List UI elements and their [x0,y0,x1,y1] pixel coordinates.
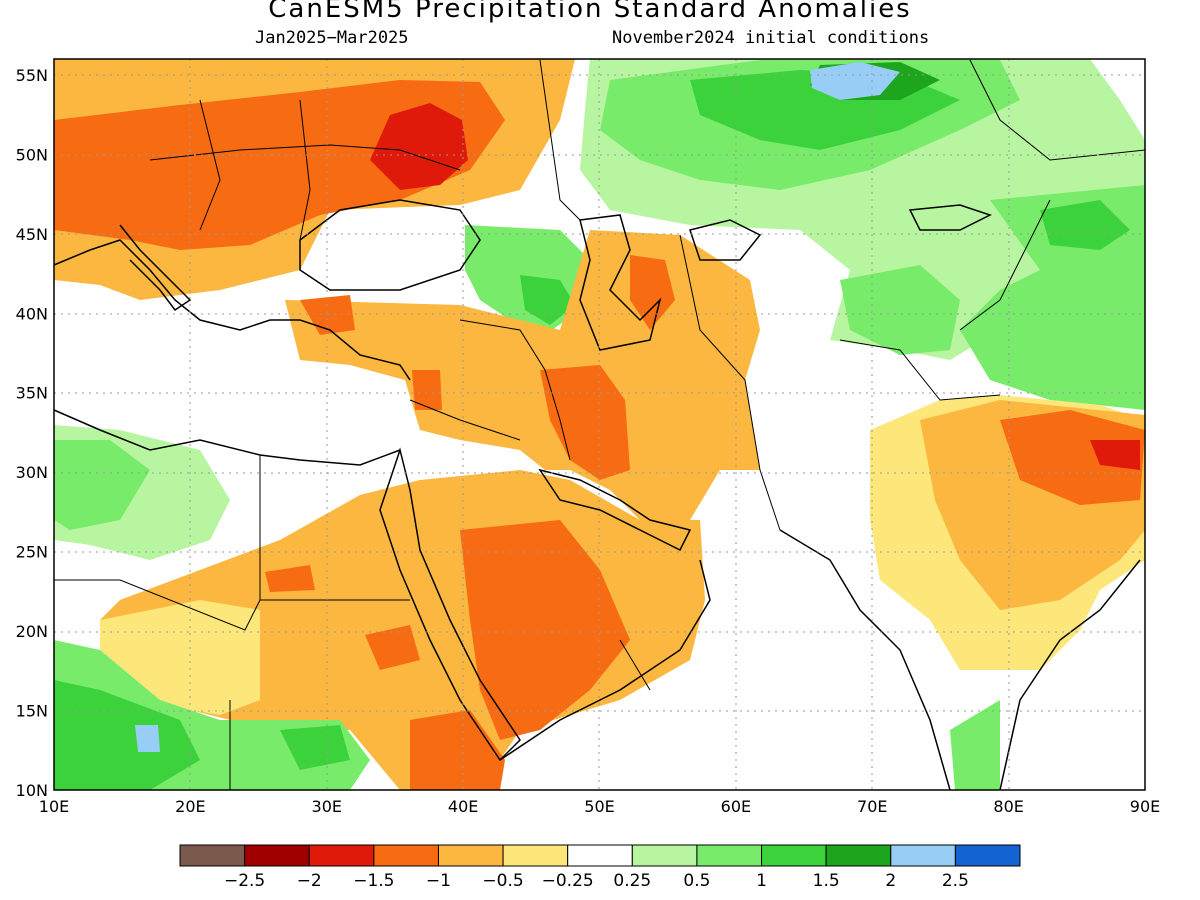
y-tick-label: 10N [16,781,48,800]
coastlines [54,199,1141,790]
colorbar-swatch [631,844,698,867]
anomaly-region-sudan-moderate [365,625,420,670]
y-tick-label: 50N [16,145,48,164]
anomaly-region-xinjiang-strong [1040,200,1130,250]
x-tick-label: 10E [39,797,69,816]
x-tick-label: 60E [721,797,751,816]
colorbar-label: −0.25 [542,871,594,891]
y-tick-label: 15N [16,702,48,721]
colorbar-label: 1 [756,871,767,891]
anomaly-region-tajik-wet [840,265,960,355]
anomaly-region-nepal-strong [1000,410,1145,505]
anomaly-region-siberia-extreme [810,62,900,100]
country-borders [54,59,1145,790]
colorbar-label: −1 [426,871,451,891]
colorbar-label: −1.5 [353,871,394,891]
colorbar-label: 0.5 [683,871,710,891]
anomaly-region-sudan-strong [280,725,350,770]
anomaly-region-egypt-moderate [265,565,315,592]
anomaly-region-levant-moderate [412,370,442,410]
y-tick-label: 35N [16,384,48,403]
anomaly-region-caspian-moderate [630,255,675,330]
colorbar-label: −0.5 [482,871,523,891]
map-title: CanESM5 Precipitation Standard Anomalies [268,0,912,24]
colorbar-swatch [373,844,439,867]
anomaly-field [54,59,1145,790]
colorbar-label: 2.5 [942,871,969,891]
x-tick-label: 20E [175,797,205,816]
anomaly-region-arabia-moderate [460,520,630,740]
colorbar-swatch [825,844,892,867]
colorbar-swatch [954,844,1021,867]
anomaly-region-caucasus-strong [520,275,575,325]
initial-conditions: November2024 initial conditions [612,28,930,48]
y-tick-label: 55N [16,66,48,85]
x-tick-label: 80E [993,797,1023,816]
anomaly-region-aegean-moderate [300,295,355,335]
anomaly-region-lake-chad-extreme [135,725,160,752]
anomaly-region-chad-strong [54,680,200,790]
map-frame [53,58,1146,791]
y-tick-label: 40N [16,304,48,323]
anomaly-region-ukraine-strong [370,103,468,190]
x-tick-label: 70E [857,797,887,816]
anomaly-region-india-wet [950,700,1000,790]
colorbar-swatch [244,844,310,867]
gridlines [54,59,1145,790]
colorbar-swatch [890,844,956,867]
colorbar-swatch [179,844,246,867]
anomaly-region-nepal-severe [1090,440,1140,470]
y-tick-label: 20N [16,622,48,641]
y-tick-label: 45N [16,225,48,244]
anomaly-region-libya-moderate-wet [54,440,150,530]
y-axis-ticks: 10N 15N 20N 25N 30N 35N 40N 45N 50N 55N [16,66,48,800]
colorbar-swatch [761,844,827,867]
anomaly-region-iran-moderate [540,365,630,480]
colorbar-swatch [567,844,633,867]
colorbar-label: −2.5 [224,871,265,891]
x-tick-label: 90E [1130,797,1160,816]
colorbar-label: 1.5 [813,871,840,891]
colorbar-label: 0.25 [613,871,651,891]
colorbar-swatch [502,844,569,867]
forecast-period: Jan2025−Mar2025 [255,28,409,48]
x-axis-ticks: 10E 20E 30E 40E 50E 60E 70E 80E 90E [39,797,1160,816]
x-tick-label: 30E [312,797,342,816]
x-tick-label: 40E [448,797,478,816]
anomaly-region-ethiopia-moderate [410,710,505,790]
colorbar-swatch [696,844,763,867]
y-tick-label: 30N [16,463,48,482]
colorbar-label: −2 [297,871,322,891]
colorbar-swatch [308,844,375,867]
x-tick-label: 50E [584,797,614,816]
y-tick-label: 25N [16,543,48,562]
colorbar-swatch [437,844,504,867]
colorbar: −2.5 −2 −1.5 −1 −0.5 −0.25 0.25 0.5 1 1.5 2 2.5 [179,844,1021,891]
colorbar-label: 2 [885,871,896,891]
